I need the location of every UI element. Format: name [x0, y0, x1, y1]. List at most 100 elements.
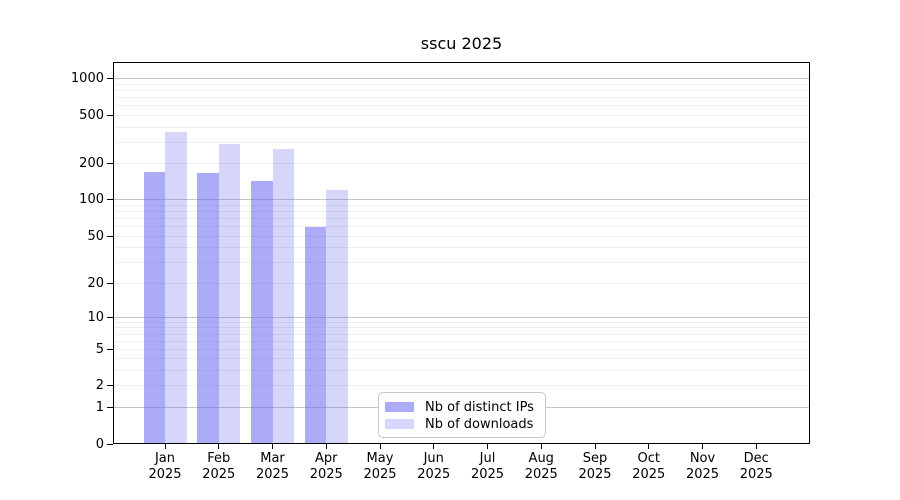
y-tick-mark	[107, 199, 113, 201]
gridline-minor	[114, 218, 809, 220]
x-tick-month: Feb	[207, 451, 231, 466]
x-tick-mark	[487, 444, 488, 449]
x-tick-year: 2025	[202, 467, 236, 482]
gridline-minor	[114, 370, 809, 372]
gridline-minor	[114, 204, 809, 206]
x-tick-label: Dec 2025	[724, 451, 788, 483]
chart-bar-nb-of-distinct-ips-mar	[251, 180, 273, 443]
x-tick-label: Nov 2025	[671, 451, 735, 483]
y-tick-label: 2	[95, 378, 104, 394]
gridline-minor	[114, 327, 809, 329]
gridline-minor	[114, 358, 809, 360]
gridline-minor	[114, 348, 809, 350]
y-tick-label: 500	[79, 107, 104, 123]
x-tick-month: Dec	[743, 451, 769, 466]
x-tick-month: Mar	[260, 451, 285, 466]
gridline-minor	[114, 89, 809, 91]
y-tick-mark	[107, 282, 113, 284]
x-tick-label: Mar 2025	[241, 451, 305, 483]
gridline-minor	[114, 226, 809, 228]
x-tick-year: 2025	[739, 467, 773, 482]
y-tick-label: 10	[87, 309, 104, 325]
x-tick-year: 2025	[578, 467, 612, 482]
gridline-minor	[114, 333, 809, 335]
y-tick-mark	[107, 316, 113, 318]
x-tick-mark	[218, 444, 220, 449]
y-tick-label: 1000	[70, 71, 104, 87]
x-tick-year: 2025	[255, 467, 290, 482]
gridline-minor	[114, 282, 809, 284]
gridline-minor	[114, 141, 809, 143]
gridline-minor	[114, 340, 809, 342]
legend-label-downloads: Nb of downloads	[425, 416, 534, 432]
x-tick-label: Apr 2025	[294, 451, 358, 483]
x-tick-month: Jul	[479, 451, 496, 466]
gridline-minor	[114, 247, 809, 249]
x-tick-mark	[702, 444, 703, 449]
x-tick-mark	[648, 444, 650, 449]
chart-bar-nb-of-downloads-apr	[326, 189, 348, 443]
x-tick-mark	[272, 444, 273, 449]
y-tick-mark	[107, 235, 113, 237]
y-tick-mark	[107, 385, 113, 387]
y-tick-mark	[107, 406, 113, 408]
x-tick-mark	[594, 444, 596, 449]
x-tick-label: Sep 2025	[563, 451, 627, 483]
x-tick-mark	[164, 444, 166, 449]
legend: Nb of distinct IPs Nb of downloads	[378, 392, 546, 438]
plot-area-border	[113, 62, 810, 444]
x-tick-label: Oct 2025	[617, 451, 681, 483]
x-tick-month: Oct	[637, 451, 660, 466]
chart-bar-nb-of-downloads-feb	[218, 144, 241, 443]
x-tick-mark	[379, 444, 381, 449]
x-tick-year: 2025	[685, 467, 720, 482]
legend-swatch-distinct-ips	[385, 402, 414, 412]
gridline-major	[114, 78, 809, 80]
x-tick-label: Aug 2025	[509, 451, 573, 483]
gridline-major	[114, 199, 809, 201]
x-tick-mark	[755, 444, 757, 449]
gridline-minor	[114, 321, 809, 323]
x-tick-month: Sep	[582, 451, 608, 466]
legend-label-distinct-ips: Nb of distinct IPs	[425, 399, 534, 415]
y-tick-label: 5	[95, 341, 104, 357]
gridline-minor	[114, 105, 809, 107]
x-tick-label: Jun 2025	[402, 451, 466, 483]
x-tick-mark	[325, 444, 327, 449]
legend-item-downloads: Nb of downloads	[385, 417, 537, 431]
x-tick-label: Jul 2025	[456, 451, 520, 483]
legend-item-distinct-ips: Nb of distinct IPs	[385, 400, 537, 414]
x-tick-month: Jan	[154, 451, 176, 466]
x-tick-year: 2025	[417, 467, 451, 482]
gridline-minor	[114, 261, 809, 263]
x-tick-mark	[433, 444, 435, 449]
gridline-major	[114, 316, 809, 318]
y-tick-label: 20	[87, 275, 104, 291]
x-tick-year: 2025	[363, 467, 397, 482]
x-tick-year: 2025	[632, 467, 666, 482]
gridline-minor	[114, 114, 809, 116]
y-tick-label: 1	[95, 399, 104, 415]
y-tick-mark	[107, 348, 113, 350]
y-tick-mark	[107, 443, 113, 445]
chart-bar-nb-of-downloads-mar	[272, 148, 294, 443]
x-tick-month: Apr	[315, 451, 338, 466]
gridline-minor	[114, 163, 809, 165]
y-tick-mark	[107, 78, 113, 80]
x-tick-label: Feb 2025	[187, 451, 251, 483]
x-tick-label: Jan 2025	[133, 451, 197, 483]
legend-swatch-downloads	[385, 419, 414, 429]
x-tick-month: Jun	[423, 451, 444, 466]
chart-bar-nb-of-distinct-ips-apr	[304, 226, 327, 443]
x-tick-month: Aug	[528, 451, 554, 466]
x-tick-year: 2025	[524, 467, 558, 482]
y-tick-label: 200	[79, 156, 104, 172]
x-tick-year: 2025	[309, 467, 343, 482]
x-tick-year: 2025	[470, 467, 505, 482]
y-tick-label: 100	[79, 192, 104, 208]
chart-bar-nb-of-distinct-ips-feb	[197, 173, 219, 443]
chart-bar-nb-of-distinct-ips-jan	[143, 171, 165, 443]
chart-title: sscu 2025	[420, 34, 503, 53]
gridline-minor	[114, 235, 809, 237]
